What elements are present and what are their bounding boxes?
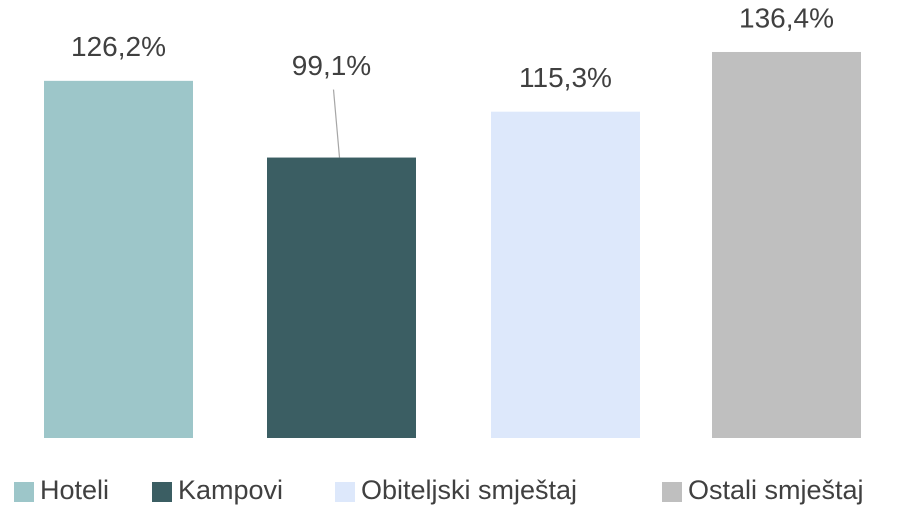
bar — [712, 51, 861, 438]
leader-line — [332, 89, 341, 158]
bar — [44, 80, 193, 438]
value-label: 99,1% — [292, 50, 371, 81]
bar — [267, 157, 416, 438]
legend-label: Ostali smještaj — [688, 475, 864, 505]
legend-label: Kampovi — [178, 475, 283, 505]
legend-swatch — [14, 482, 34, 502]
legend-label: Hoteli — [40, 475, 109, 505]
legend-swatch — [152, 482, 172, 502]
value-label: 115,3% — [519, 62, 612, 93]
legend-swatch — [335, 482, 355, 502]
value-label: 136,4% — [739, 2, 834, 33]
bar — [491, 111, 640, 439]
legend-label: Obiteljski smještaj — [361, 475, 577, 505]
legend-swatch — [662, 482, 682, 502]
value-label: 126,2% — [71, 31, 166, 62]
